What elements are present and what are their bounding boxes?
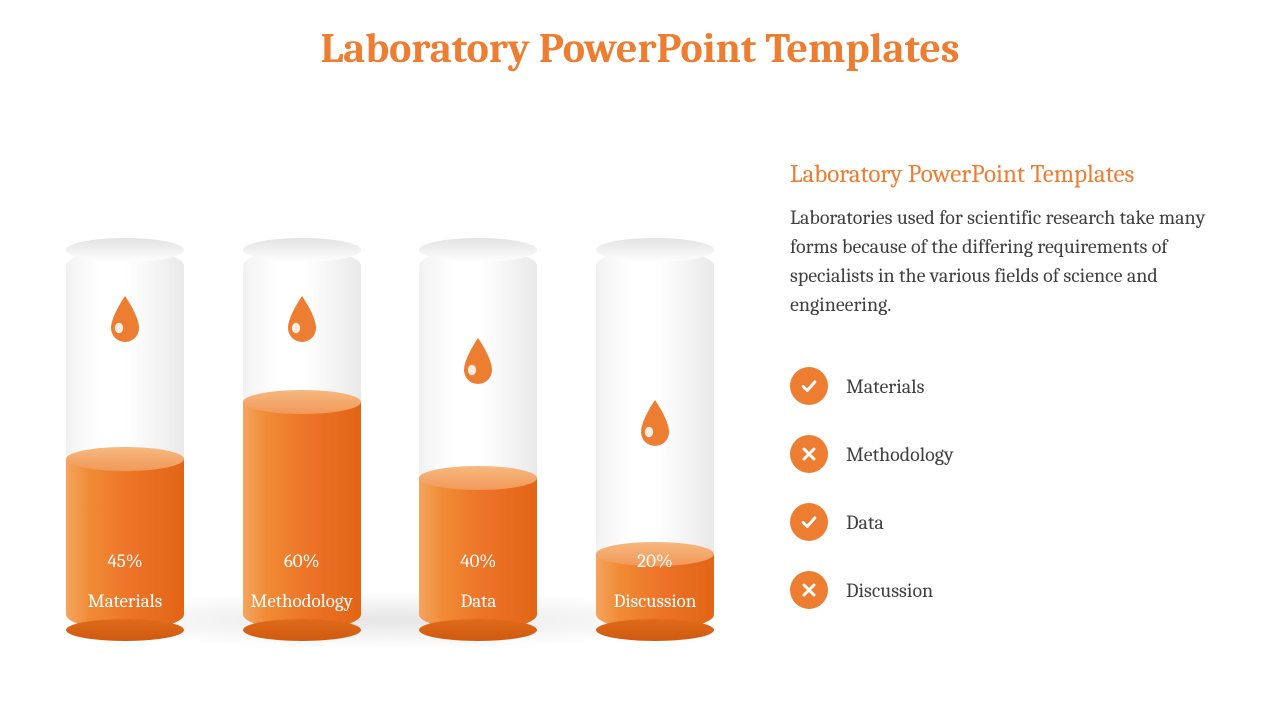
tube: 20% Discussion [590, 250, 720, 630]
legend-list: Materials Methodology Data Discussion [790, 367, 1230, 609]
drop-icon [635, 398, 675, 450]
drop-icon [458, 336, 498, 388]
tube-percent: 40% [419, 550, 537, 572]
tube-label: Data [419, 590, 537, 612]
legend-label: Data [846, 511, 884, 534]
tube-cylinder: 20% Discussion [596, 250, 714, 630]
drop-icon [282, 294, 322, 346]
side-panel: Laboratory PowerPoint Templates Laborato… [790, 160, 1230, 639]
legend-item: Methodology [790, 435, 1230, 473]
side-body: Laboratories used for scientific researc… [790, 203, 1230, 319]
tube-label: Materials [66, 590, 184, 612]
tube-cylinder: 45% Materials [66, 250, 184, 630]
cross-icon [790, 435, 828, 473]
legend-item: Materials [790, 367, 1230, 405]
check-icon [790, 367, 828, 405]
tube-cylinder: 60% Methodology [243, 250, 361, 630]
drop-icon [635, 398, 675, 450]
tube: 40% Data [413, 250, 543, 630]
check-icon [790, 503, 828, 541]
tube-percent: 45% [66, 550, 184, 572]
tube-label: Discussion [596, 590, 714, 612]
drop-icon [282, 294, 322, 346]
tube-cylinder: 40% Data [419, 250, 537, 630]
page-title: Laboratory PowerPoint Templates [0, 24, 1280, 73]
drop-icon [105, 294, 145, 346]
slide: Laboratory PowerPoint Templates 45% Mater… [0, 0, 1280, 720]
tube-percent: 20% [596, 550, 714, 572]
drop-icon [458, 336, 498, 388]
tube: 45% Materials [60, 250, 190, 630]
drop-icon [105, 294, 145, 346]
side-title: Laboratory PowerPoint Templates [790, 160, 1230, 189]
cylinder-chart: 45% Materials 60% Methodology 40% Data 20% Disc… [60, 170, 720, 630]
legend-item: Data [790, 503, 1230, 541]
tube-percent: 60% [243, 550, 361, 572]
cross-icon [790, 571, 828, 609]
tube: 60% Methodology [237, 250, 367, 630]
legend-item: Discussion [790, 571, 1230, 609]
legend-label: Discussion [846, 579, 933, 602]
tube-label: Methodology [243, 590, 361, 612]
legend-label: Methodology [846, 443, 954, 466]
legend-label: Materials [846, 375, 924, 398]
